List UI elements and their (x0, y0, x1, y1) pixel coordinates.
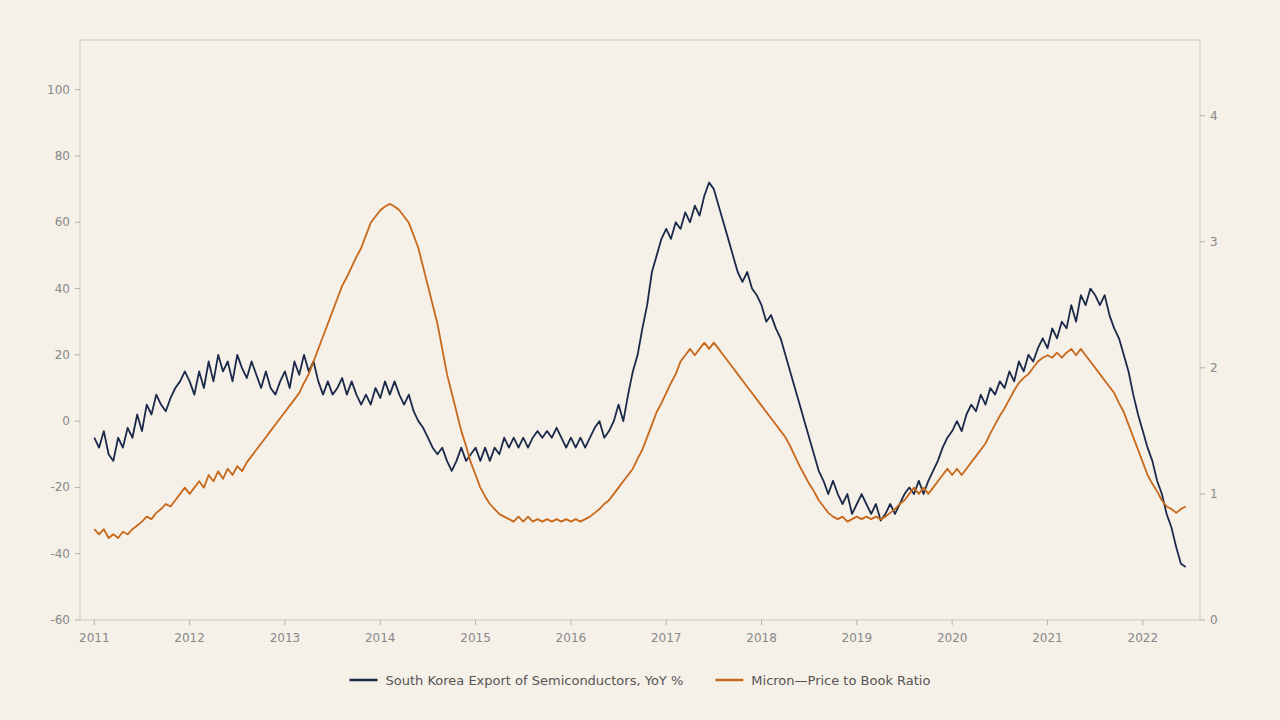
legend: South Korea Export of Semiconductors, Yo… (350, 673, 931, 688)
x-tick (666, 620, 667, 625)
y-tick-label: 100 (47, 83, 70, 97)
x-tick (94, 620, 95, 625)
x-tick (284, 620, 285, 625)
x-tick-label: 2012 (174, 631, 205, 645)
legend-label: Micron—Price to Book Ratio (751, 673, 930, 688)
y2-tick (1200, 367, 1205, 368)
y-tick (75, 487, 80, 488)
y-tick (75, 89, 80, 90)
y2-tick-label: 2 (1210, 361, 1218, 375)
y-tick-label: -40 (50, 547, 70, 561)
x-tick (189, 620, 190, 625)
x-tick (475, 620, 476, 625)
y-tick-label: 60 (55, 215, 70, 229)
chart: 2011201220132014201520162017201820192020… (0, 0, 1280, 720)
x-tick-label: 2022 (1128, 631, 1159, 645)
axes: 2011201220132014201520162017201820192020… (47, 83, 1218, 645)
y2-tick (1200, 241, 1205, 242)
x-tick-label: 2019 (842, 631, 873, 645)
x-tick-label: 2014 (365, 631, 396, 645)
x-tick-label: 2020 (937, 631, 968, 645)
y-tick (75, 222, 80, 223)
plot-frame (80, 40, 1200, 620)
x-tick (1142, 620, 1143, 625)
legend-item: Micron—Price to Book Ratio (715, 673, 930, 688)
y2-tick-label: 3 (1210, 235, 1218, 249)
y-tick-label: 40 (55, 282, 70, 296)
background (0, 0, 1280, 720)
y2-tick (1200, 115, 1205, 116)
x-tick-label: 2015 (460, 631, 491, 645)
x-tick (570, 620, 571, 625)
x-tick (1047, 620, 1048, 625)
x-tick (761, 620, 762, 625)
y-tick-label: -20 (50, 480, 70, 494)
y2-tick (1200, 493, 1205, 494)
x-tick-label: 2013 (270, 631, 301, 645)
x-tick (952, 620, 953, 625)
plot-area (94, 183, 1185, 567)
y-tick-label: 0 (62, 414, 70, 428)
legend-item: South Korea Export of Semiconductors, Yo… (350, 673, 684, 688)
x-tick (856, 620, 857, 625)
series-line (94, 204, 1185, 538)
y-tick-label: 80 (55, 149, 70, 163)
y2-tick (1200, 620, 1205, 621)
y2-tick-label: 4 (1210, 109, 1218, 123)
x-tick-label: 2018 (746, 631, 777, 645)
y-tick-label: 20 (55, 348, 70, 362)
series-line (94, 183, 1185, 567)
legend-label: South Korea Export of Semiconductors, Yo… (386, 673, 684, 688)
y-tick-label: -60 (50, 613, 70, 627)
y-tick (75, 156, 80, 157)
x-tick-label: 2011 (79, 631, 110, 645)
y-tick (75, 553, 80, 554)
x-tick (380, 620, 381, 625)
y-tick (75, 354, 80, 355)
y2-tick-label: 1 (1210, 487, 1218, 501)
y-tick (75, 288, 80, 289)
y-tick (75, 421, 80, 422)
x-tick-label: 2021 (1032, 631, 1063, 645)
legend-swatch (350, 679, 378, 682)
x-tick-label: 2016 (556, 631, 587, 645)
legend-swatch (715, 679, 743, 682)
x-tick-label: 2017 (651, 631, 682, 645)
y2-tick-label: 0 (1210, 613, 1218, 627)
y-tick (75, 620, 80, 621)
